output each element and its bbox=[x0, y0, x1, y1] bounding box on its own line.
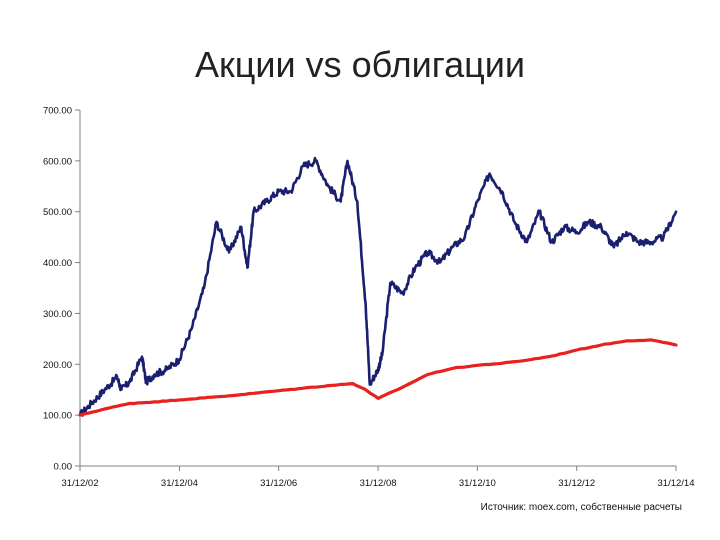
y-tick-label: 100.00 bbox=[43, 411, 72, 422]
x-tick-label: 31/12/10 bbox=[459, 478, 496, 489]
x-tick-label: 31/12/06 bbox=[260, 478, 297, 489]
y-tick-label: 500.00 bbox=[43, 207, 72, 218]
series-line-stocks bbox=[78, 156, 678, 417]
series-line-bonds bbox=[78, 338, 678, 417]
y-tick-label: 0.00 bbox=[54, 462, 73, 473]
x-tick-label: 31/12/14 bbox=[658, 478, 695, 489]
x-tick-label: 31/12/08 bbox=[360, 478, 397, 489]
y-tick-label: 700.00 bbox=[43, 106, 72, 117]
x-tick-label: 31/12/02 bbox=[62, 478, 99, 489]
chart-title: Акции vs облигации bbox=[195, 44, 525, 85]
y-tick-label: 300.00 bbox=[43, 309, 72, 320]
y-tick-label: 400.00 bbox=[43, 258, 72, 269]
axes bbox=[75, 109, 677, 471]
y-tick-label: 200.00 bbox=[43, 360, 72, 371]
x-tick-label: 31/12/04 bbox=[161, 478, 198, 489]
source-note: Источник: moex.com, собственные расчеты bbox=[480, 502, 682, 513]
x-tick-label: 31/12/12 bbox=[558, 478, 595, 489]
series-lines bbox=[78, 156, 678, 417]
x-tick-labels: 31/12/02 31/12/04 31/12/06 31/12/08 31/12/10… bbox=[62, 478, 695, 489]
y-tick-labels: 0.00 100.00 200.00 300.00 400.00 500.00 600.00… bbox=[43, 106, 72, 473]
y-tick-label: 600.00 bbox=[43, 156, 72, 167]
